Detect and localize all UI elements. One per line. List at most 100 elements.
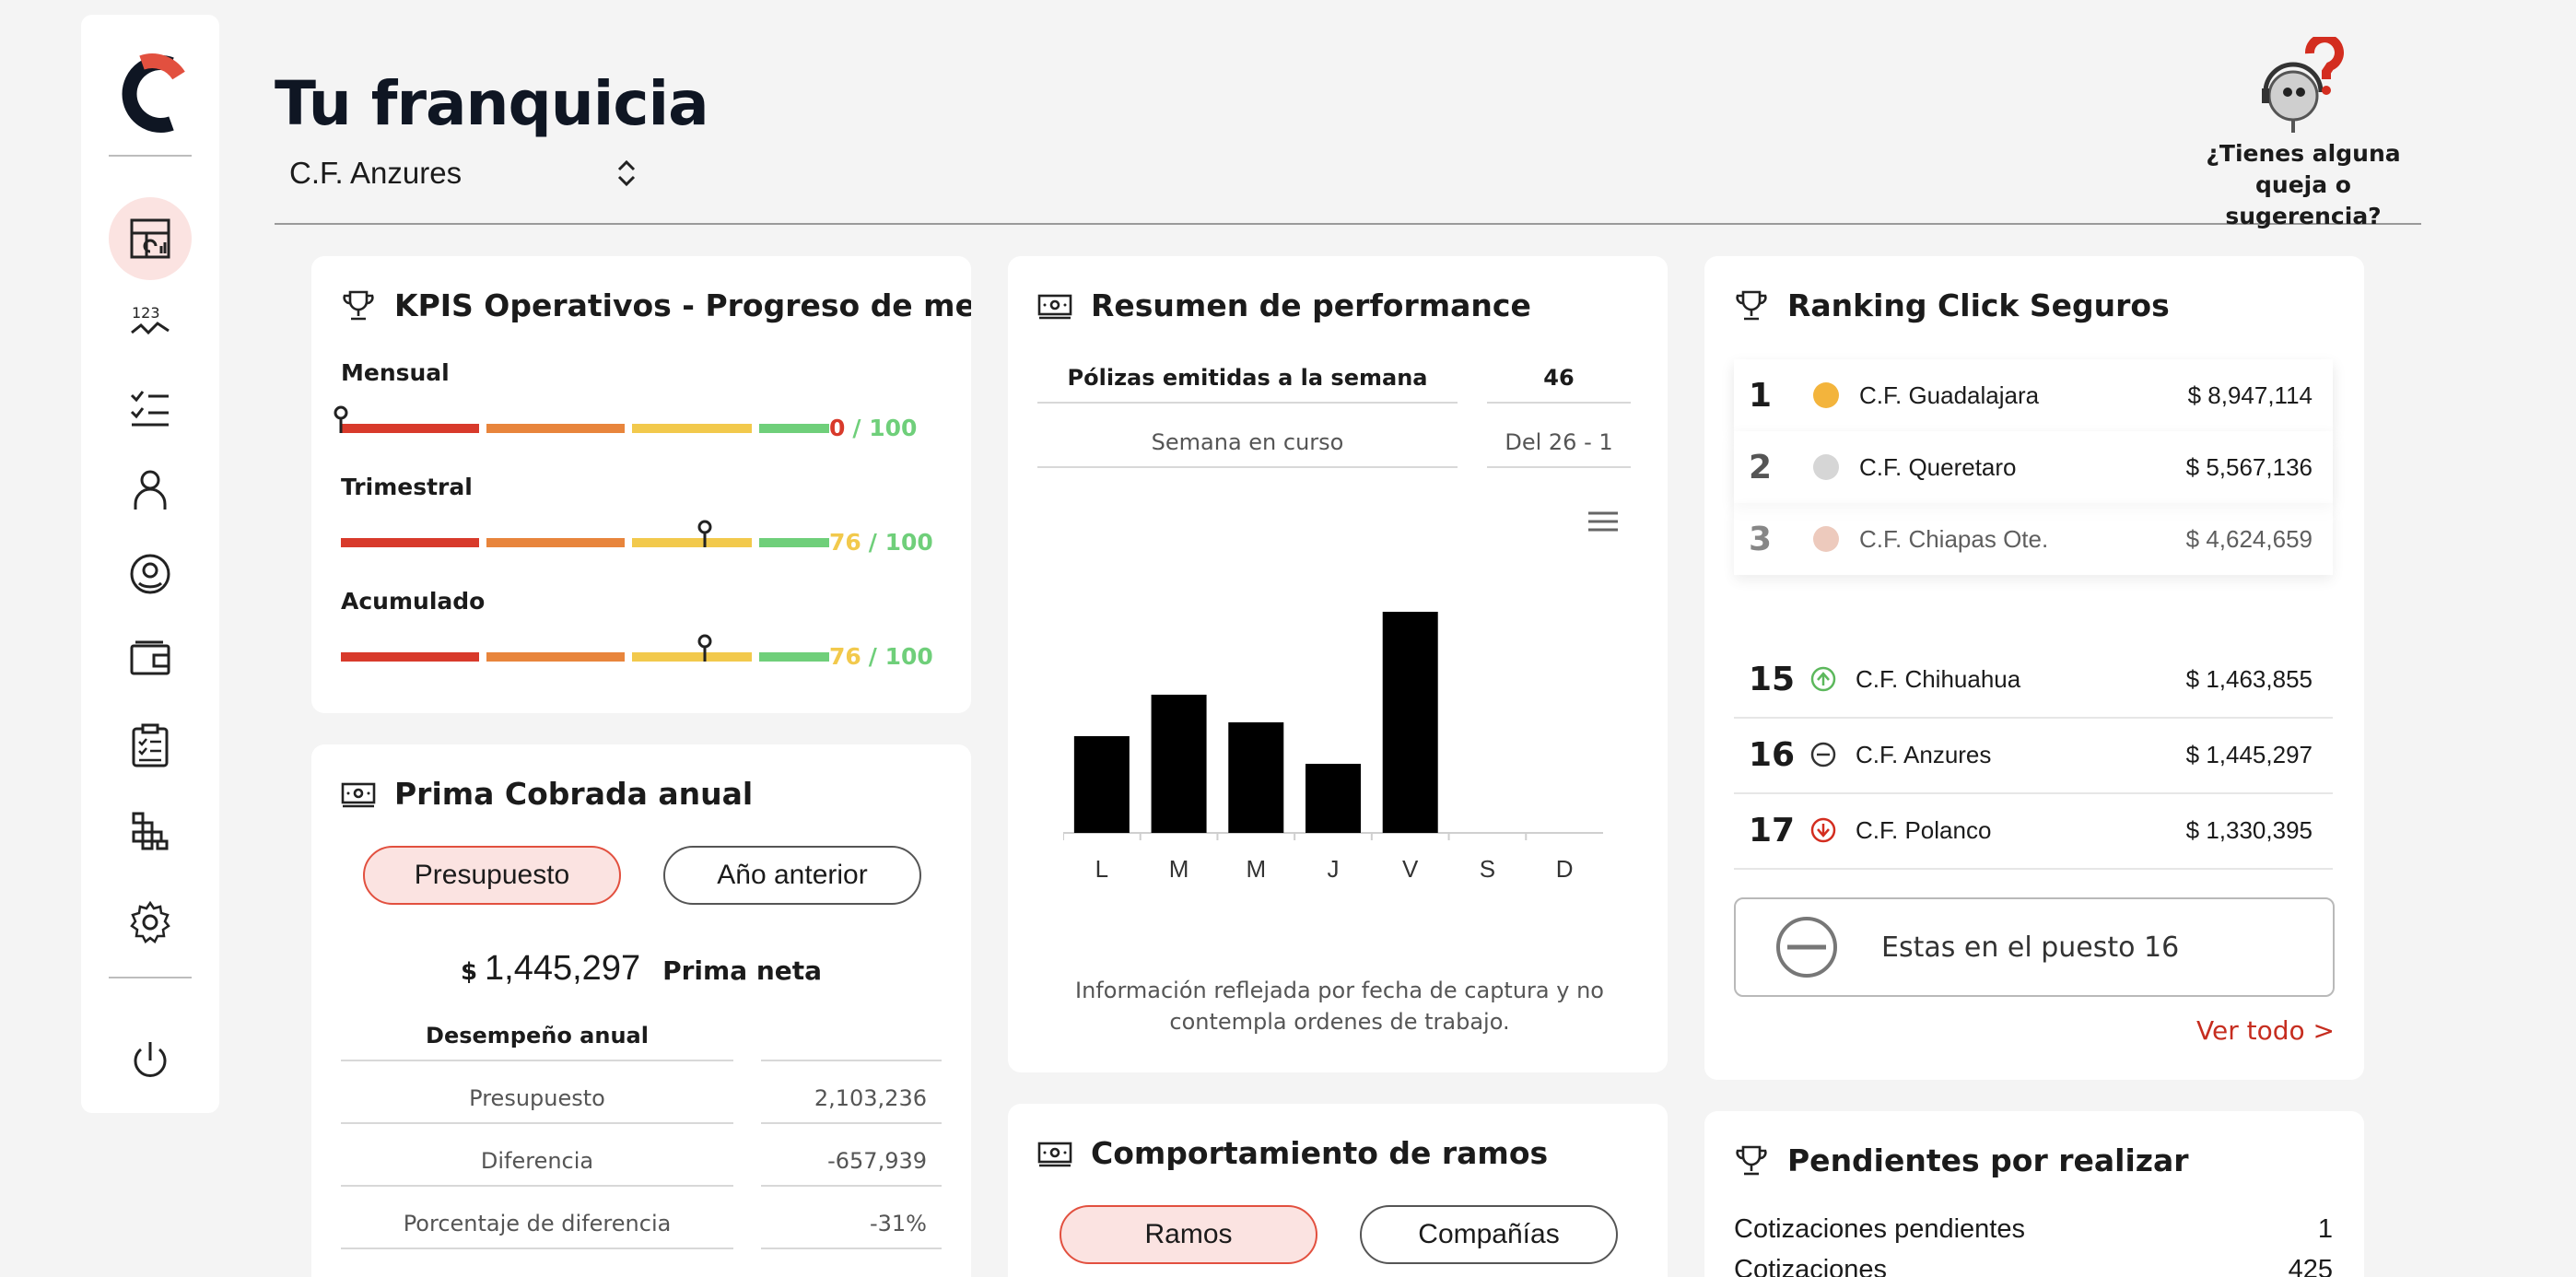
ranking-name: C.F. Polanco [1856, 815, 1992, 844]
medal-dot-icon [1813, 454, 1839, 480]
kpi-progress-bar [341, 424, 829, 433]
chart-bar[interactable] [1228, 722, 1284, 833]
chart-bar[interactable] [1306, 764, 1361, 833]
tab-ano-anterior[interactable]: Año anterior [663, 846, 921, 905]
tab-presupuesto[interactable]: Presupuesto [363, 846, 621, 905]
tab-companias[interactable]: Compañías [1360, 1205, 1618, 1264]
clipboard-icon [132, 723, 169, 767]
page-title: Tu franquicia [275, 68, 709, 139]
header-divider [275, 223, 2421, 225]
kpi-progress-segment [486, 538, 625, 547]
trend-up-icon [1810, 666, 1836, 692]
ranking-row[interactable]: 3 C.F. Chiapas Ote. $ 4,624,659 [1734, 503, 2333, 575]
ranking-position: 2 [1749, 448, 1773, 486]
nav-clipboard[interactable] [109, 704, 192, 787]
ranking-row-divider [1734, 717, 2333, 719]
ranking-row[interactable]: 2 C.F. Queretaro $ 5,567,136 [1734, 431, 2333, 503]
nav-dashboard[interactable] [109, 197, 192, 280]
trophy-icon [1736, 1145, 1767, 1175]
pending-value: 1 [2317, 1214, 2333, 1244]
week-label: Semana en curso [1037, 429, 1458, 468]
sidebar-divider [109, 155, 192, 157]
pending-value: 425 [2288, 1255, 2333, 1277]
prima-card-title: Prima Cobrada anual [341, 776, 753, 812]
nav-settings[interactable] [109, 881, 192, 964]
feedback-button[interactable]: ¿Tienes alguna queja o sugerencia? [2174, 33, 2432, 232]
logout-button[interactable] [109, 1019, 192, 1102]
kpi-progress-segment [341, 538, 479, 547]
kpi-progress-segment [341, 424, 479, 433]
chart-note: Información reflejada por fecha de captu… [1075, 978, 1604, 1035]
trophy-icon [343, 290, 374, 320]
ranking-card: Ranking Click Seguros 1 C.F. Guadalajara $… [1704, 256, 2364, 1080]
money-icon [341, 782, 376, 807]
tab-ramos[interactable]: Ramos [1060, 1205, 1317, 1264]
currency-symbol: $ [460, 958, 478, 986]
ranking-row[interactable]: 1 C.F. Guadalajara $ 8,947,114 [1734, 359, 2333, 431]
pending-card: Pendientes por realizar Cotizaciones pen… [1704, 1111, 2364, 1277]
kpi-progress-segment [632, 538, 752, 547]
performance-row-label: Porcentaje de diferencia [341, 1211, 733, 1249]
performance-row-label: Diferencia [341, 1148, 733, 1187]
ranking-position: 17 [1749, 811, 1796, 849]
ranking-row[interactable]: 17 C.F. Polanco $ 1,330,395 [1734, 794, 2333, 866]
trophy-icon [1736, 290, 1767, 320]
behaviour-card: Comportamiento de ramos Ramos Compañías [1008, 1104, 1668, 1277]
chart-menu-icon[interactable] [1588, 510, 1618, 533]
nav-goals[interactable] [109, 533, 192, 615]
kpi-progress-segment [632, 652, 752, 662]
nav-wallet[interactable] [109, 617, 192, 700]
kpi-value-current: 0 [829, 415, 846, 441]
x-tick-label: M [1169, 855, 1189, 883]
dashboard-icon [130, 218, 170, 259]
pending-title-text: Pendientes por realizar [1787, 1142, 2189, 1178]
nav-profile[interactable] [109, 448, 192, 531]
kpi-value-current: 76 [829, 643, 861, 670]
medal-dot-icon [1813, 382, 1839, 408]
policies-label: Pólizas emitidas a la semana [1037, 365, 1458, 404]
nav-metrics[interactable]: 123 [109, 280, 192, 363]
sidebar: 123 [81, 15, 219, 1113]
kpi-card-title: KPIS Operativos - Progreso de meta [341, 287, 971, 323]
performance-title-text: Resumen de performance [1091, 287, 1531, 323]
feedback-label: ¿Tienes alguna queja o sugerencia? [2206, 140, 2401, 229]
ranking-row[interactable]: 16 C.F. Anzures $ 1,445,297 [1734, 719, 2333, 791]
target-icon [130, 554, 170, 594]
trend-down-icon [1810, 817, 1836, 843]
performance-row-value: -31% [761, 1211, 942, 1249]
kpi-value-total: / 100 [852, 415, 918, 441]
franchise-select[interactable]: C.F. Anzures [289, 149, 639, 197]
chart-bar[interactable] [1151, 695, 1207, 833]
brand-logo[interactable] [114, 48, 188, 140]
performance-row-value: -657,939 [761, 1148, 942, 1187]
x-tick-label: M [1246, 855, 1266, 883]
prima-card: Prima Cobrada anual Presupuesto Año ante… [311, 744, 971, 1277]
ranking-amount: $ 1,463,855 [2185, 664, 2313, 693]
pending-row[interactable]: Cotizaciones pendientes 1 [1734, 1214, 2333, 1245]
progress-marker-icon [697, 634, 712, 662]
performance-card: Resumen de performance Pólizas emitidas … [1008, 256, 1668, 1072]
kpi-value: 0/ 100 [829, 415, 917, 441]
ranking-name: C.F. Guadalajara [1859, 381, 2040, 409]
x-tick-label: V [1402, 855, 1419, 883]
chart-bar[interactable] [1073, 736, 1130, 833]
kpi-value-total: / 100 [868, 643, 933, 670]
current-position-text: Estas en el puesto 16 [1881, 931, 2180, 964]
nav-blocks[interactable] [109, 789, 192, 872]
x-tick-label: S [1480, 855, 1495, 883]
pending-card-title: Pendientes por realizar [1734, 1142, 2189, 1178]
nav-tasks[interactable] [109, 365, 192, 448]
pending-row[interactable]: Cotizaciones 425 [1734, 1255, 2333, 1277]
ranking-row-divider [1734, 792, 2333, 794]
see-all-link[interactable]: Ver todo > [2196, 1015, 2335, 1046]
ranking-title-text: Ranking Click Seguros [1787, 287, 2170, 323]
kpi-progress-bar [341, 538, 829, 547]
ranking-row[interactable]: 15 C.F. Chihuahua $ 1,463,855 [1734, 643, 2333, 715]
performance-card-title: Resumen de performance [1037, 287, 1531, 323]
current-position-box: Estas en el puesto 16 [1734, 897, 2335, 997]
pending-label: Cotizaciones [1734, 1255, 1888, 1277]
sidebar-divider [109, 977, 192, 978]
chart-bar[interactable] [1382, 612, 1438, 833]
prima-title-text: Prima Cobrada anual [394, 776, 754, 812]
ranking-row-divider [1734, 868, 2333, 870]
